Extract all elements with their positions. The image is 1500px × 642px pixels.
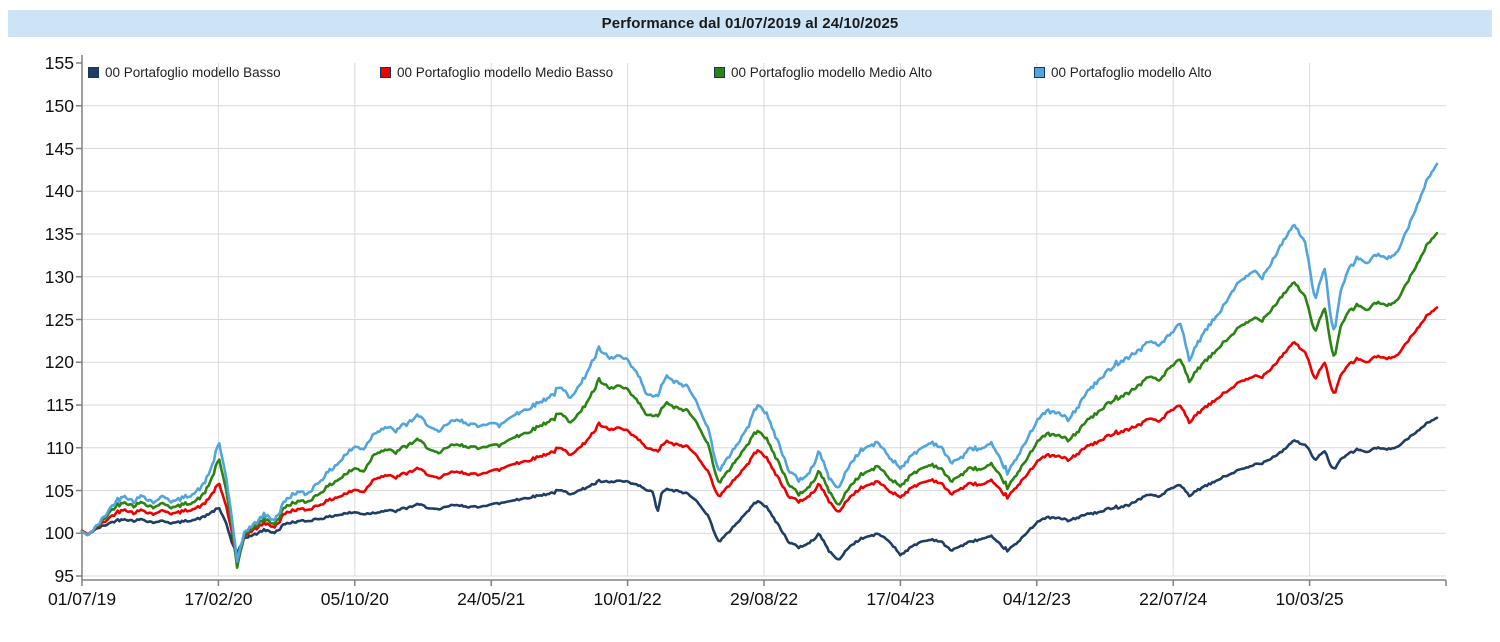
y-tick-label: 105 (44, 480, 74, 501)
y-tick-label: 150 (44, 95, 74, 116)
y-tick-label: 155 (44, 53, 74, 73)
y-tick-label: 100 (44, 523, 74, 544)
legend-swatch-icon (88, 66, 99, 78)
legend-label: 00 Portafoglio modello Alto (1051, 64, 1212, 80)
x-tick-label: 01/07/19 (47, 589, 117, 609)
legend-swatch-icon (1034, 66, 1045, 78)
legend-swatch-icon (380, 66, 391, 78)
legend-label: 00 Portafoglio modello Basso (105, 64, 281, 80)
x-tick-label: 29/08/22 (729, 589, 799, 609)
legend-label: 00 Portafoglio modello Medio Alto (731, 64, 933, 80)
x-tick-label: 05/10/20 (320, 589, 389, 609)
legend-item-1: 00 Portafoglio modello Basso (88, 64, 281, 80)
legend-item-4: 00 Portafoglio modello Alto (1034, 64, 1212, 80)
legend-item-3: 00 Portafoglio modello Medio Alto (714, 64, 932, 80)
y-tick-label: 135 (44, 224, 74, 244)
y-tick-label: 120 (44, 352, 74, 373)
chart-title-bar: Performance dal 01/07/2019 al 24/10/2025 (8, 10, 1492, 37)
y-tick-label: 130 (44, 266, 74, 287)
legend-item-2: 00 Portafoglio modello Medio Basso (380, 64, 613, 80)
y-tick-label: 140 (44, 181, 74, 202)
y-tick-label: 125 (44, 309, 74, 330)
x-tick-label: 17/04/23 (866, 589, 935, 609)
legend-label: 00 Portafoglio modello Medio Basso (397, 64, 614, 80)
x-tick-label: 24/05/21 (457, 589, 526, 609)
series-line-2 (80, 306, 1439, 566)
series-line-3 (80, 231, 1439, 570)
x-tick-label: 17/02/20 (184, 589, 253, 609)
x-tick-label: 22/07/24 (1139, 589, 1208, 609)
x-tick-label: 10/03/25 (1275, 589, 1344, 609)
y-tick-label: 110 (46, 437, 74, 458)
y-tick-label: 145 (44, 138, 74, 159)
y-tick-label: 115 (46, 395, 74, 415)
series-line-4 (80, 162, 1439, 563)
x-tick-label: 04/12/23 (1002, 589, 1071, 609)
x-tick-label: 10/01/22 (593, 589, 662, 609)
y-tick-label: 95 (54, 566, 74, 586)
chart-title: Performance dal 01/07/2019 al 24/10/2025 (601, 15, 899, 32)
series-line-1 (80, 416, 1439, 561)
legend-swatch-icon (714, 66, 725, 78)
